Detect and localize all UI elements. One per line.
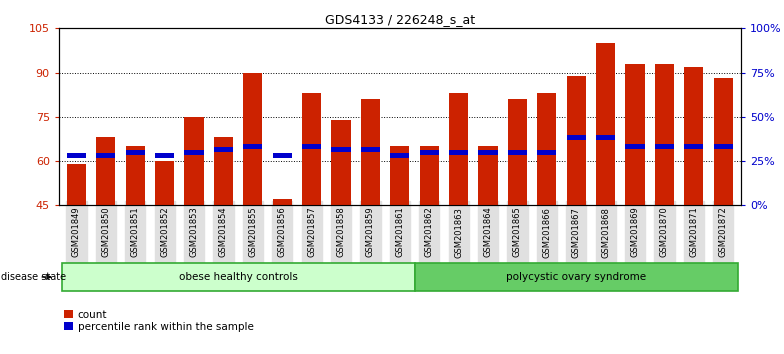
Bar [537,149,557,155]
Bar [478,149,498,155]
Bar [713,144,733,149]
Bar [62,263,415,291]
Bar [415,263,738,291]
Bar [537,93,557,205]
Bar [478,146,498,205]
Bar [332,147,350,152]
Bar [214,137,233,205]
Bar [596,135,615,140]
Bar [302,93,321,205]
Bar [684,67,703,205]
Bar [419,146,439,205]
Bar [155,161,174,205]
Title: GDS4133 / 226248_s_at: GDS4133 / 226248_s_at [325,13,475,26]
Bar [96,137,115,205]
Bar [449,93,468,205]
Bar [655,64,674,205]
Bar [273,153,292,158]
Bar [125,149,145,155]
Bar [214,147,233,152]
Bar [390,146,409,205]
Bar [419,149,439,155]
Bar [567,135,586,140]
Bar [626,64,644,205]
Bar [273,199,292,205]
Bar [390,153,409,158]
Bar [655,144,674,149]
Text: obese healthy controls: obese healthy controls [179,272,298,282]
Bar [508,99,527,205]
Bar [713,79,733,205]
Bar [302,144,321,149]
Bar [155,153,174,158]
Bar [361,99,380,205]
Legend: count, percentile rank within the sample: count, percentile rank within the sample [64,310,253,332]
Bar [361,147,380,152]
Bar [184,117,204,205]
Bar [596,43,615,205]
Bar [684,144,703,149]
Bar [243,144,263,149]
Bar [96,153,115,158]
Text: polycystic ovary syndrome: polycystic ovary syndrome [506,272,646,282]
Bar [125,146,145,205]
Bar [332,120,350,205]
Bar [67,153,86,158]
Bar [243,73,263,205]
Bar [184,149,204,155]
Bar [567,75,586,205]
Text: disease state: disease state [1,272,66,282]
Bar [626,144,644,149]
Bar [508,149,527,155]
Bar [449,149,468,155]
Bar [67,164,86,205]
